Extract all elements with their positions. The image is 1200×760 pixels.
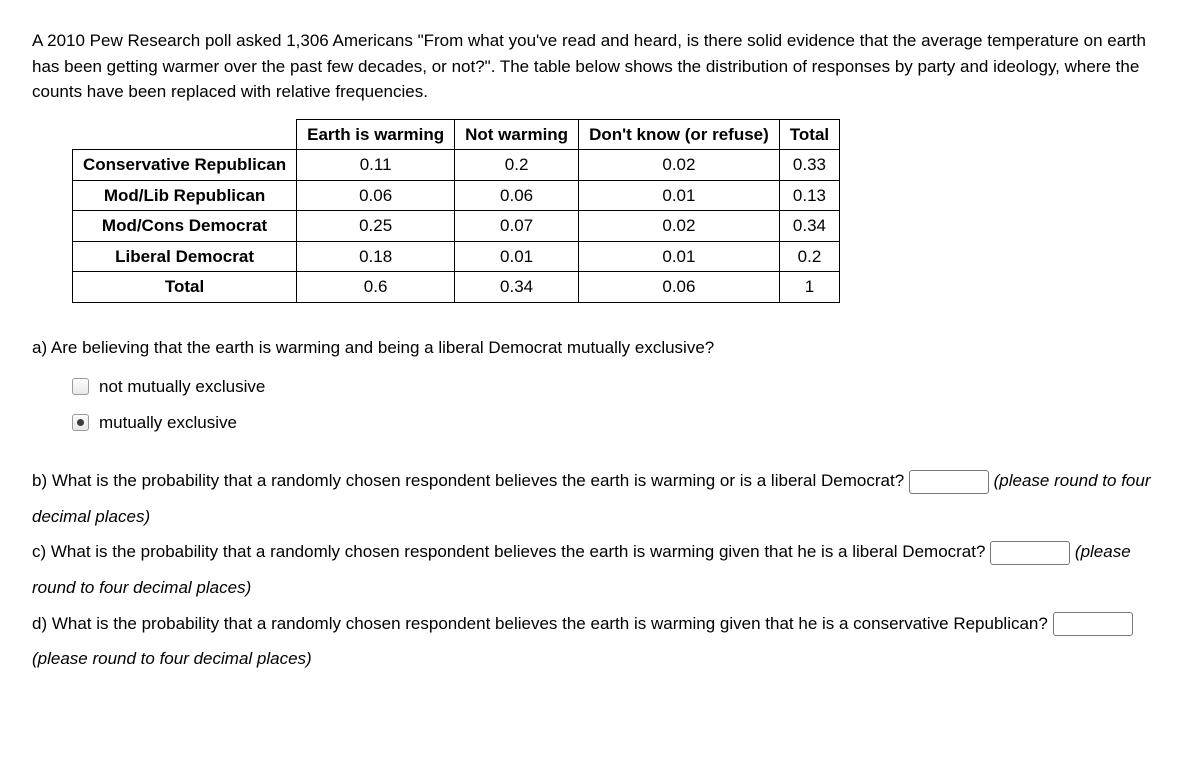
table-cell: 0.01 xyxy=(579,241,780,272)
option-checkbox-mutually-exclusive[interactable] xyxy=(72,414,89,431)
option-label: not mutually exclusive xyxy=(99,374,265,400)
intro-text: A 2010 Pew Research poll asked 1,306 Ame… xyxy=(32,28,1168,105)
table-cell: 0.33 xyxy=(779,150,839,181)
answer-input-d[interactable] xyxy=(1053,612,1133,636)
table-header: Total xyxy=(779,119,839,150)
table-row: Mod/Lib Republican 0.06 0.06 0.01 0.13 xyxy=(73,180,840,211)
table-cell: 0.02 xyxy=(579,150,780,181)
table-row: Liberal Democrat 0.18 0.01 0.01 0.2 xyxy=(73,241,840,272)
table-cell: 0.2 xyxy=(779,241,839,272)
table-cell: 0.13 xyxy=(779,180,839,211)
table-cell: 0.01 xyxy=(455,241,579,272)
table-row: Total 0.6 0.34 0.06 1 xyxy=(73,272,840,303)
table-cell: 0.25 xyxy=(297,211,455,242)
table-cell: 0.34 xyxy=(779,211,839,242)
row-label: Liberal Democrat xyxy=(73,241,297,272)
row-label: Mod/Lib Republican xyxy=(73,180,297,211)
table-cell: 0.2 xyxy=(455,150,579,181)
question-a: a) Are believing that the earth is warmi… xyxy=(32,335,1168,361)
table-header: Earth is warming xyxy=(297,119,455,150)
table-cell: 0.06 xyxy=(455,180,579,211)
table-header: Not warming xyxy=(455,119,579,150)
table-cell: 1 xyxy=(779,272,839,303)
table-cell: 0.06 xyxy=(579,272,780,303)
table-row: Mod/Cons Democrat 0.25 0.07 0.02 0.34 xyxy=(73,211,840,242)
table-cell: 0.18 xyxy=(297,241,455,272)
question-d: d) What is the probability that a random… xyxy=(32,614,1048,633)
hint-d: (please round to four decimal places) xyxy=(32,649,312,668)
table-cell: 0.34 xyxy=(455,272,579,303)
question-b: b) What is the probability that a random… xyxy=(32,471,904,490)
table-cell: 0.01 xyxy=(579,180,780,211)
row-label: Mod/Cons Democrat xyxy=(73,211,297,242)
answer-input-b[interactable] xyxy=(909,470,989,494)
question-c: c) What is the probability that a random… xyxy=(32,542,985,561)
row-label: Total xyxy=(73,272,297,303)
table-cell: 0.06 xyxy=(297,180,455,211)
frequency-table: Earth is warming Not warming Don't know … xyxy=(72,119,840,303)
table-cell: 0.11 xyxy=(297,150,455,181)
table-header-blank xyxy=(73,119,297,150)
selected-dot-icon xyxy=(77,419,84,426)
option-checkbox-not-mutually-exclusive[interactable] xyxy=(72,378,89,395)
table-cell: 0.6 xyxy=(297,272,455,303)
table-row: Conservative Republican 0.11 0.2 0.02 0.… xyxy=(73,150,840,181)
answer-input-c[interactable] xyxy=(990,541,1070,565)
table-cell: 0.02 xyxy=(579,211,780,242)
row-label: Conservative Republican xyxy=(73,150,297,181)
table-header: Don't know (or refuse) xyxy=(579,119,780,150)
option-label: mutually exclusive xyxy=(99,410,237,436)
table-cell: 0.07 xyxy=(455,211,579,242)
